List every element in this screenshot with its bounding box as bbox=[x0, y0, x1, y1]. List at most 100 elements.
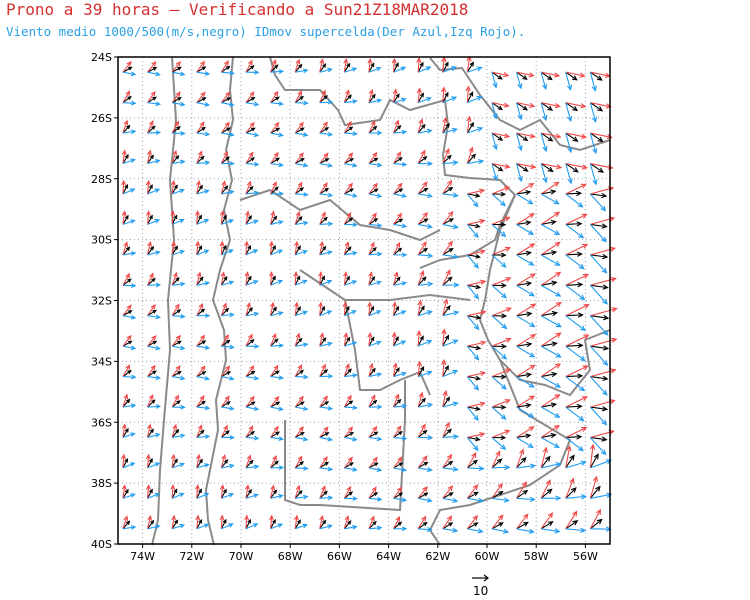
mean-wind-arrow bbox=[196, 155, 205, 164]
y-tick-label: 26S bbox=[91, 112, 112, 125]
left-mover-arrow bbox=[541, 102, 561, 109]
left-mover-arrow bbox=[442, 179, 453, 195]
right-mover-arrow bbox=[418, 223, 434, 229]
mean-wind-arrow bbox=[368, 246, 377, 256]
right-mover-arrow bbox=[295, 494, 309, 500]
right-mover-arrow bbox=[565, 102, 573, 123]
left-mover-arrow bbox=[245, 151, 254, 164]
left-mover-arrow bbox=[442, 389, 448, 408]
right-mover-arrow bbox=[368, 130, 383, 136]
right-mover-arrow bbox=[245, 435, 260, 441]
left-mover-arrow bbox=[319, 485, 326, 499]
mean-wind-arrow bbox=[220, 488, 227, 499]
right-mover-arrow bbox=[122, 283, 137, 289]
left-mover-arrow bbox=[122, 393, 129, 408]
left-mover-arrow bbox=[565, 427, 588, 438]
mean-wind-arrow bbox=[541, 432, 557, 439]
right-mover-arrow bbox=[270, 249, 284, 256]
mean-wind-arrow bbox=[368, 399, 378, 408]
left-mover-arrow bbox=[417, 423, 426, 438]
right-mover-arrow bbox=[442, 527, 459, 533]
right-mover-arrow bbox=[540, 223, 561, 236]
left-mover-arrow bbox=[220, 150, 228, 164]
right-mover-arrow bbox=[295, 465, 309, 471]
right-mover-arrow bbox=[418, 128, 433, 134]
mean-wind-arrow bbox=[417, 365, 425, 377]
right-mover-arrow bbox=[147, 250, 161, 256]
map-title: Prono a 39 horas — Verificando a Sun21Z1… bbox=[6, 0, 469, 19]
left-mover-arrow bbox=[565, 71, 586, 78]
mean-wind-arrow bbox=[270, 96, 280, 104]
right-mover-arrow bbox=[368, 222, 383, 228]
mean-wind-arrow bbox=[442, 186, 454, 195]
left-mover-arrow bbox=[368, 425, 378, 438]
left-mover-arrow bbox=[145, 453, 151, 468]
mean-wind-arrow bbox=[147, 245, 155, 256]
bolivia-border bbox=[269, 56, 450, 156]
x-tick-label: 64W bbox=[376, 550, 401, 563]
right-mover-arrow bbox=[171, 188, 185, 195]
left-mover-arrow bbox=[145, 484, 151, 499]
right-mover-arrow bbox=[589, 132, 598, 155]
mean-wind-arrow bbox=[147, 309, 157, 317]
mean-wind-arrow bbox=[442, 460, 454, 469]
mean-wind-arrow bbox=[319, 490, 328, 499]
mean-wind-arrow bbox=[122, 124, 131, 134]
mean-wind-arrow bbox=[541, 250, 558, 256]
mean-wind-arrow bbox=[540, 488, 553, 499]
left-mover-arrow bbox=[294, 484, 301, 499]
mean-wind-arrow bbox=[565, 102, 579, 112]
right-mover-arrow bbox=[245, 280, 259, 286]
left-mover-arrow bbox=[368, 486, 377, 499]
mean-wind-arrow bbox=[245, 96, 256, 104]
right-mover-arrow bbox=[540, 254, 561, 266]
left-mover-arrow bbox=[392, 362, 398, 377]
mean-wind-arrow bbox=[122, 246, 131, 256]
left-mover-arrow bbox=[491, 514, 504, 530]
mean-wind-arrow bbox=[147, 488, 153, 499]
left-mover-arrow bbox=[171, 60, 181, 73]
left-mover-arrow bbox=[343, 211, 352, 225]
mean-wind-arrow bbox=[319, 216, 328, 225]
left-mover-arrow bbox=[391, 57, 397, 73]
left-mover-arrow bbox=[269, 210, 276, 225]
mean-wind-arrow bbox=[565, 487, 577, 499]
left-mover-arrow bbox=[416, 329, 422, 347]
right-mover-arrow bbox=[147, 375, 162, 381]
mean-wind-arrow bbox=[417, 429, 428, 438]
left-mover-arrow bbox=[270, 90, 279, 103]
left-mover-arrow bbox=[147, 90, 156, 103]
right-mover-arrow bbox=[368, 467, 383, 472]
mean-wind-arrow bbox=[171, 309, 182, 317]
right-mover-arrow bbox=[221, 249, 234, 256]
right-mover-arrow bbox=[540, 284, 562, 297]
mean-wind-arrow bbox=[343, 305, 350, 316]
right-mover-arrow bbox=[171, 218, 185, 225]
right-mover-arrow bbox=[344, 436, 358, 442]
political-boundaries bbox=[151, 56, 611, 546]
mean-wind-arrow bbox=[319, 461, 330, 469]
left-mover-arrow bbox=[491, 132, 511, 139]
left-mover-arrow bbox=[540, 512, 554, 530]
mean-wind-arrow bbox=[516, 71, 528, 80]
left-mover-arrow bbox=[565, 183, 587, 195]
right-mover-arrow bbox=[540, 72, 548, 91]
mean-wind-arrow bbox=[245, 518, 252, 530]
left-mover-arrow bbox=[294, 58, 301, 73]
left-mover-arrow bbox=[393, 182, 403, 195]
left-mover-arrow bbox=[147, 393, 154, 408]
mean-wind-arrow bbox=[491, 282, 507, 289]
left-mover-arrow bbox=[244, 514, 250, 529]
left-mover-arrow bbox=[467, 218, 486, 225]
mean-wind-arrow bbox=[171, 400, 181, 408]
left-mover-arrow bbox=[245, 59, 253, 73]
right-mover-arrow bbox=[442, 66, 458, 73]
mean-wind-arrow bbox=[565, 163, 579, 173]
left-mover-arrow bbox=[244, 240, 250, 255]
right-mover-arrow bbox=[418, 526, 433, 533]
left-mover-arrow bbox=[516, 334, 537, 347]
right-mover-arrow bbox=[393, 526, 408, 532]
left-mover-arrow bbox=[270, 333, 277, 347]
right-mover-arrow bbox=[122, 251, 137, 256]
x-tick-label: 56W bbox=[573, 550, 598, 563]
